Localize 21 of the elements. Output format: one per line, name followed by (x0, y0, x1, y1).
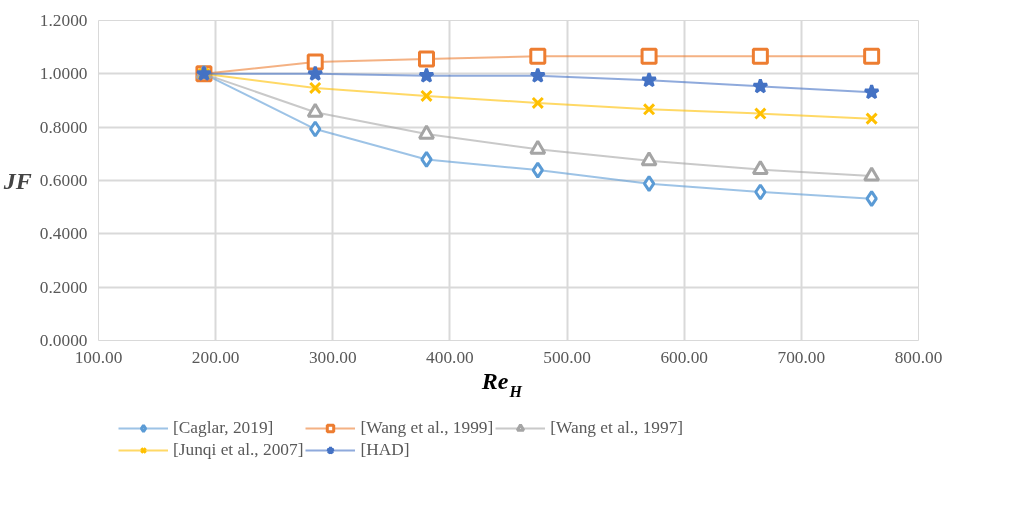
legend-label: [Wang et al., 1997] (550, 418, 684, 438)
y-tick-label: 1.0000 (39, 64, 88, 84)
x-tick-label: 300.00 (308, 347, 357, 367)
legend-label: [Wang et al., 1999] (360, 418, 494, 438)
y-tick-label: 0.2000 (39, 277, 88, 297)
x-tick-label: 400.00 (426, 347, 474, 367)
legend-label: [HAD] (360, 440, 410, 460)
x-tick-label: 700.00 (777, 347, 826, 367)
y-tick-label: 0.6000 (39, 171, 88, 190)
y-tick-label: 0.8000 (39, 117, 88, 137)
x-tick-label: 600.00 (660, 347, 709, 367)
y-axis-title: JF (2, 167, 32, 194)
y-tick-label: 0.4000 (39, 224, 88, 244)
x-tick-label: 500.00 (543, 347, 591, 367)
x-tick-label: 200.00 (191, 347, 240, 367)
legend-label: [Junqi et al., 2007] (173, 440, 304, 460)
y-tick-label: 0.0000 (39, 331, 88, 350)
y-tick-label: 1.2000 (39, 11, 88, 30)
legend-label: [Caglar, 2019] (173, 418, 274, 438)
x-tick-label: 800.00 (894, 347, 943, 367)
x-tick-label: 100.00 (74, 347, 123, 367)
